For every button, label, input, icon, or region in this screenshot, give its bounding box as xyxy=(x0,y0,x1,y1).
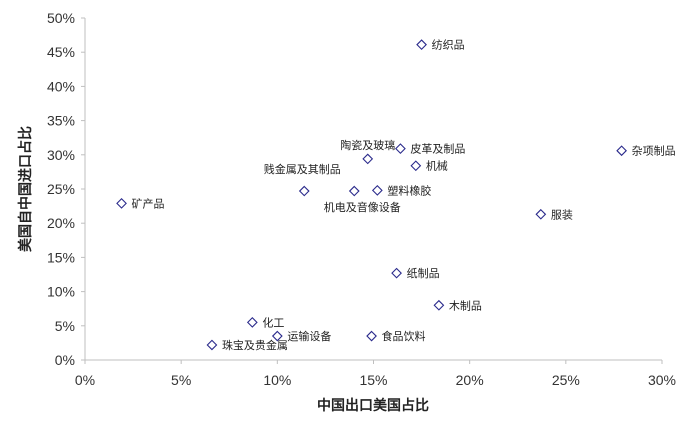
data-point-label: 化工 xyxy=(262,315,284,329)
y-tick-label: 20% xyxy=(47,215,75,231)
x-tick-label: 15% xyxy=(359,372,387,388)
data-point-marker xyxy=(391,267,402,279)
data-point-marker xyxy=(433,299,445,311)
y-tick-label: 25% xyxy=(47,181,75,197)
x-tick-label: 30% xyxy=(648,372,676,388)
data-point-label: 纺织品 xyxy=(432,38,465,52)
data-point-marker xyxy=(410,160,422,172)
data-point-label: 服装 xyxy=(551,208,573,221)
data-point-label: 皮革及制品 xyxy=(410,142,465,156)
y-tick-label: 0% xyxy=(55,352,75,368)
data-point-label: 杂项制品 xyxy=(632,145,676,158)
data-point-marker xyxy=(206,339,218,351)
data-point-label: 贱金属及其制品 xyxy=(264,162,341,176)
data-point-label: 矿产品 xyxy=(132,196,165,210)
x-tick-label: 10% xyxy=(263,372,291,388)
y-tick-label: 35% xyxy=(47,113,75,129)
data-point-marker xyxy=(348,185,360,197)
data-point-marker xyxy=(371,184,383,196)
x-tick-label: 25% xyxy=(552,372,580,388)
data-point-label: 塑料橡胶 xyxy=(387,183,431,197)
data-point-marker xyxy=(298,185,310,197)
y-tick-label: 50% xyxy=(47,10,75,26)
data-point-marker xyxy=(395,143,406,155)
y-tick-label: 30% xyxy=(47,147,75,163)
data-point-label: 机械 xyxy=(426,159,448,173)
x-axis-title: 中国出口美国占比 xyxy=(317,397,429,414)
data-point-label: 珠宝及贵金属 xyxy=(222,338,288,352)
y-tick-label: 15% xyxy=(47,249,75,265)
y-tick-label: 40% xyxy=(47,78,75,94)
x-tick-label: 0% xyxy=(75,372,95,388)
data-point-marker xyxy=(362,153,374,165)
y-tick-label: 5% xyxy=(55,318,75,334)
data-point-label: 食品饮料 xyxy=(382,329,426,343)
data-point-marker xyxy=(116,197,127,209)
data-point-marker xyxy=(616,145,627,157)
y-tick-label: 10% xyxy=(47,284,75,300)
data-point-label: 机电及音像设备 xyxy=(324,200,401,214)
data-point-label: 纸制品 xyxy=(407,267,440,280)
y-tick-label: 45% xyxy=(47,44,75,60)
y-axis-ticks: 0% 5% 10% 15% 20% 25% 30% 35% 40% 45% 50% xyxy=(47,10,85,368)
data-point-marker xyxy=(535,208,547,220)
data-point-label: 木制品 xyxy=(449,299,482,312)
x-tick-label: 5% xyxy=(171,372,191,388)
data-point-label: 运输设备 xyxy=(287,329,331,343)
data-point-label: 陶瓷及玻璃 xyxy=(340,138,395,152)
data-point-marker xyxy=(271,330,283,342)
data-point-marker xyxy=(366,330,377,342)
x-axis-ticks: 0% 5% 10% 15% 20% 25% 30% xyxy=(75,360,676,388)
x-tick-label: 20% xyxy=(456,372,484,388)
y-axis-title: 美国自中国进口占比 xyxy=(17,126,34,252)
data-point-marker xyxy=(246,317,258,328)
data-point-marker xyxy=(416,39,427,51)
